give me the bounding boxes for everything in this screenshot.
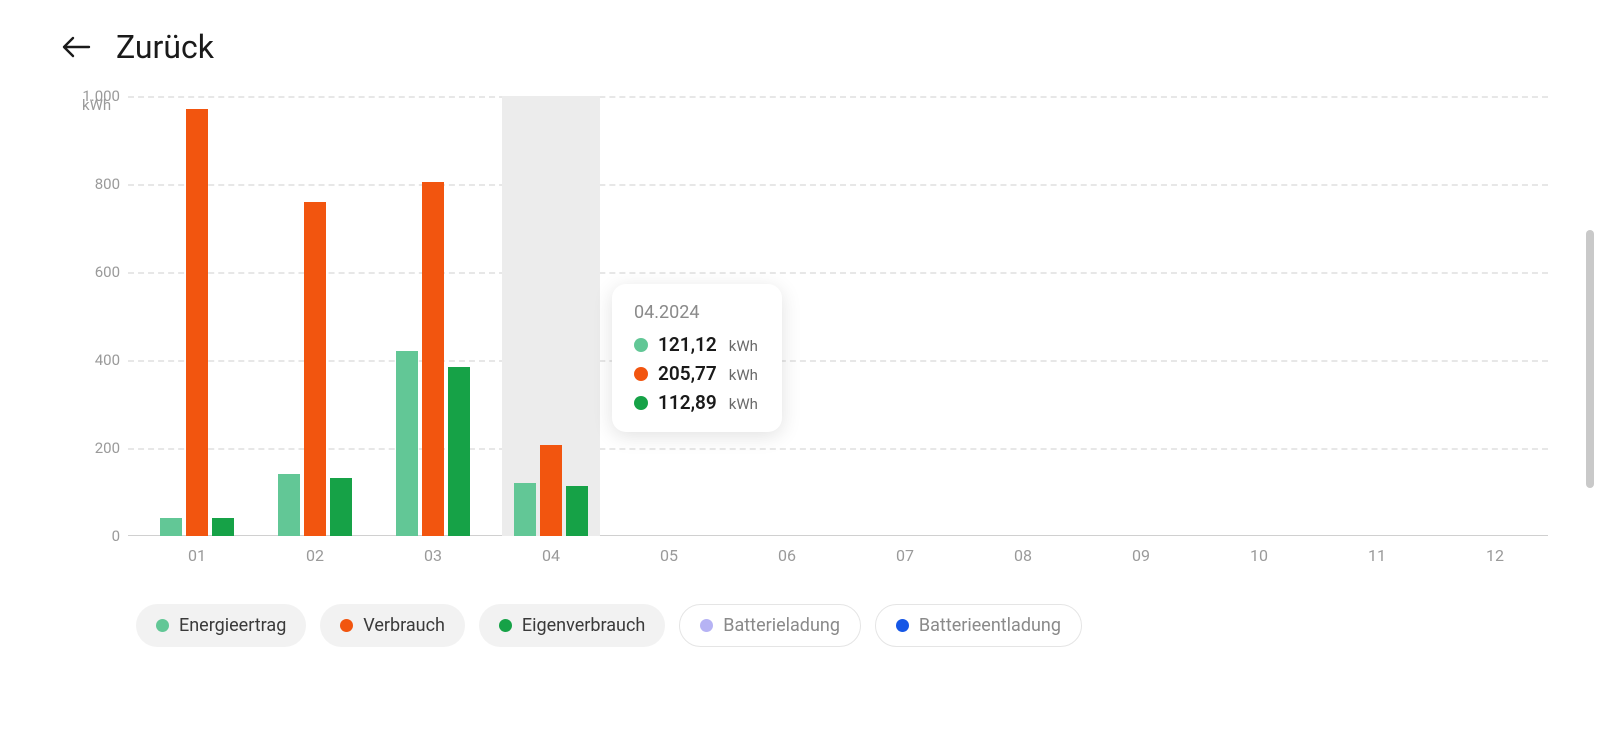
x-tick-label: 01 [188, 546, 206, 565]
y-tick-label: 0 [70, 527, 120, 545]
bar-eigenverbrauch[interactable] [212, 518, 234, 536]
legend-dot-icon [896, 619, 909, 632]
gridline [128, 96, 1548, 98]
legend-label: Verbrauch [363, 615, 445, 636]
tooltip-unit: kWh [729, 337, 758, 355]
bar-eigenverbrauch[interactable] [330, 478, 352, 536]
y-tick-label: 1.000 [70, 87, 120, 105]
bar-verbrauch[interactable] [422, 182, 444, 536]
gridline [128, 360, 1548, 362]
legend-dot-icon [340, 619, 353, 632]
legend-dot-icon [156, 619, 169, 632]
tooltip-dot-icon [634, 367, 648, 381]
legend-dot-icon [499, 619, 512, 632]
tooltip-value: 205,77 [658, 362, 717, 385]
legend-dot-icon [700, 619, 713, 632]
tooltip-row: 205,77 kWh [634, 362, 760, 385]
tooltip-value: 112,89 [658, 391, 717, 414]
tooltip-unit: kWh [729, 366, 758, 384]
back-title[interactable]: Zurück [116, 28, 214, 66]
tooltip-value: 121,12 [658, 333, 717, 356]
bar-verbrauch[interactable] [540, 445, 562, 536]
x-tick-label: 11 [1368, 546, 1386, 565]
gridline [128, 448, 1548, 450]
legend-item-verbrauch[interactable]: Verbrauch [320, 604, 465, 647]
chart-plot-area[interactable]: 02004006008001.000 [128, 96, 1548, 536]
legend-label: Eigenverbrauch [522, 615, 645, 636]
bar-energieertrag[interactable] [278, 474, 300, 536]
chart-tooltip: 04.2024 121,12 kWh 205,77 kWh 112,89 kWh [612, 284, 782, 432]
y-tick-label: 800 [70, 175, 120, 193]
bar-eigenverbrauch[interactable] [448, 367, 470, 536]
x-tick-label: 09 [1132, 546, 1150, 565]
legend-label: Batterieentladung [919, 615, 1061, 636]
bar-eigenverbrauch[interactable] [566, 486, 588, 536]
gridline [128, 272, 1548, 274]
bar-energieertrag[interactable] [514, 483, 536, 536]
x-tick-label: 07 [896, 546, 914, 565]
x-tick-label: 06 [778, 546, 796, 565]
legend-label: Energieertrag [179, 615, 286, 636]
legend-item-energieertrag[interactable]: Energieertrag [136, 604, 306, 647]
tooltip-dot-icon [634, 396, 648, 410]
legend-label: Batterieladung [723, 615, 840, 636]
x-tick-label: 02 [306, 546, 324, 565]
y-tick-label: 600 [70, 263, 120, 281]
x-tick-label: 10 [1250, 546, 1268, 565]
x-tick-label: 03 [424, 546, 442, 565]
y-tick-label: 200 [70, 439, 120, 457]
tooltip-title: 04.2024 [634, 302, 760, 323]
x-tick-label: 08 [1014, 546, 1032, 565]
x-axis-labels: 01 02 03 04 05 06 07 08 09 10 11 12 [128, 546, 1548, 576]
legend-item-batterieentladung[interactable]: Batterieentladung [875, 604, 1082, 647]
x-tick-label: 04 [542, 546, 560, 565]
gridline [128, 184, 1548, 186]
bar-verbrauch[interactable] [304, 202, 326, 536]
chart-legend: Energieertrag Verbrauch Eigenverbrauch Batt… [136, 604, 1600, 647]
bar-energieertrag[interactable] [160, 518, 182, 536]
scrollbar-thumb[interactable] [1586, 230, 1594, 488]
legend-item-batterieladung[interactable]: Batterieladung [679, 604, 861, 647]
tooltip-row: 112,89 kWh [634, 391, 760, 414]
y-tick-label: 400 [70, 351, 120, 369]
tooltip-row: 121,12 kWh [634, 333, 760, 356]
bar-verbrauch[interactable] [186, 109, 208, 536]
legend-item-eigenverbrauch[interactable]: Eigenverbrauch [479, 604, 665, 647]
energy-chart: kWh 02004006008001.000 01020304050607080… [0, 96, 1600, 647]
back-arrow-icon[interactable] [60, 31, 92, 63]
tooltip-dot-icon [634, 338, 648, 352]
bar-energieertrag[interactable] [396, 351, 418, 536]
x-tick-label: 05 [660, 546, 678, 565]
x-tick-label: 12 [1486, 546, 1504, 565]
page-header: Zurück [0, 0, 1600, 66]
tooltip-unit: kWh [729, 395, 758, 413]
